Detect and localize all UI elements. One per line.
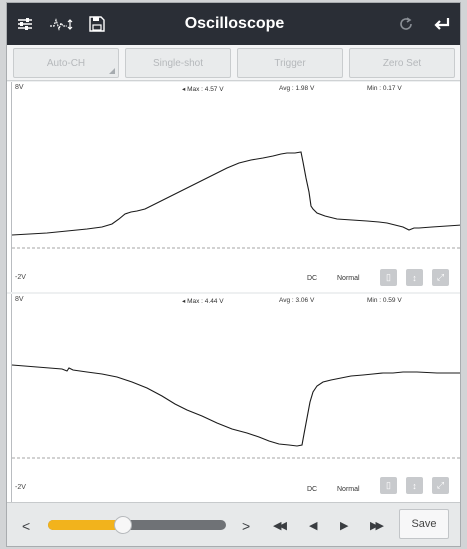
fast-rewind-button[interactable]: ◀◀ <box>273 520 287 532</box>
channel-2-scale-top: 8V <box>15 296 24 303</box>
channel-2-trace-area <box>11 364 460 459</box>
channel-2-scale-bottom: -2V <box>15 484 26 491</box>
refresh-icon[interactable] <box>392 12 420 36</box>
up-down-icon: ↕ <box>412 272 417 283</box>
channel-1-fullscreen-button[interactable]: ⤢ <box>432 269 449 286</box>
channel-1-min: Min : 0.17 V <box>367 85 402 92</box>
channel-2-clear-button[interactable]: ▯ <box>380 477 397 494</box>
channel-1-scale-bottom: -2V <box>15 274 26 281</box>
mode-button-row: Auto-CH Single-shot Trigger Zero Set <box>7 45 460 81</box>
oscilloscope-app: Oscilloscope Auto-CH Single-shot Trigger… <box>6 2 461 547</box>
prev-button[interactable]: < <box>22 518 31 534</box>
auto-ch-label: Auto-CH <box>46 57 86 69</box>
auto-ch-button[interactable]: Auto-CH <box>13 48 119 78</box>
trigger-button[interactable]: Trigger <box>237 48 343 78</box>
channel-1-mode: Normal <box>337 275 360 282</box>
step-back-button[interactable]: ◀ <box>309 520 318 532</box>
channel-2-max-arrow-icon: ◂ <box>182 298 188 305</box>
zero-set-button[interactable]: Zero Set <box>349 48 455 78</box>
play-button[interactable]: ▶ <box>340 520 349 532</box>
channel-2-adjust-button[interactable]: ↕ <box>406 477 423 494</box>
channel-1-adjust-button[interactable]: ↕ <box>406 269 423 286</box>
trash-icon: ▯ <box>386 272 391 282</box>
channel-2-coupling: DC <box>307 486 318 493</box>
timeline-slider-handle[interactable] <box>114 516 132 534</box>
channel-2-waveform <box>11 364 460 447</box>
title-bar: Oscilloscope <box>7 3 460 45</box>
left-axis-line <box>11 82 12 292</box>
save-file-icon[interactable] <box>83 12 111 36</box>
channel-1-coupling: DC <box>307 275 318 282</box>
up-down-icon: ↕ <box>412 480 417 491</box>
dropdown-corner-icon <box>109 68 115 74</box>
expand-icon: ⤢ <box>436 480 445 490</box>
trigger-label: Trigger <box>274 57 306 69</box>
channel-2-max-value: Max : 4.44 V <box>187 298 224 305</box>
single-shot-button[interactable]: Single-shot <box>125 48 231 78</box>
channel-1-max-value: Max : 4.57 V <box>187 86 224 93</box>
channel-1-trace-area <box>11 151 460 249</box>
back-icon[interactable] <box>428 12 456 36</box>
channel-1-max: ◂ Max : 4.57 V <box>182 85 224 93</box>
page-title: Oscilloscope <box>184 15 285 32</box>
save-button[interactable]: Save <box>399 509 449 539</box>
left-axis-line <box>11 294 12 502</box>
channel-2-min: Min : 0.59 V <box>367 297 402 304</box>
sliders-icon[interactable] <box>11 12 39 36</box>
channel-2-panel: 8V -2V ◂ Max : 4.44 V Avg : 3.06 V Min :… <box>7 294 460 502</box>
channel-1-clear-button[interactable]: ▯ <box>380 269 397 286</box>
waveform-settings-icon[interactable] <box>47 12 75 36</box>
timeline-progress <box>48 520 123 530</box>
single-shot-label: Single-shot <box>152 57 204 69</box>
channel-1-panel: 8V -2V ◂ Max : 4.57 V Avg : 1.98 V Min :… <box>7 82 460 292</box>
timeline-slider[interactable] <box>48 516 226 534</box>
trash-icon: ▯ <box>386 480 391 490</box>
channel-1-waveform <box>11 151 460 236</box>
channel-1-max-arrow-icon: ◂ <box>182 86 188 93</box>
channel-1-avg: Avg : 1.98 V <box>279 85 315 92</box>
zero-set-label: Zero Set <box>382 57 422 69</box>
channel-2-avg: Avg : 3.06 V <box>279 297 315 304</box>
channel-1-scale-top: 8V <box>15 84 24 91</box>
expand-icon: ⤢ <box>436 272 445 282</box>
next-button[interactable]: > <box>242 518 251 534</box>
fast-forward-button[interactable]: ▶▶ <box>370 520 384 532</box>
channel-2-mode: Normal <box>337 486 360 493</box>
channel-2-fullscreen-button[interactable]: ⤢ <box>432 477 449 494</box>
channel-2-max: ◂ Max : 4.44 V <box>182 297 224 305</box>
playback-bar: < > ◀◀ ◀ ▶ ▶▶ Save <box>7 502 460 546</box>
